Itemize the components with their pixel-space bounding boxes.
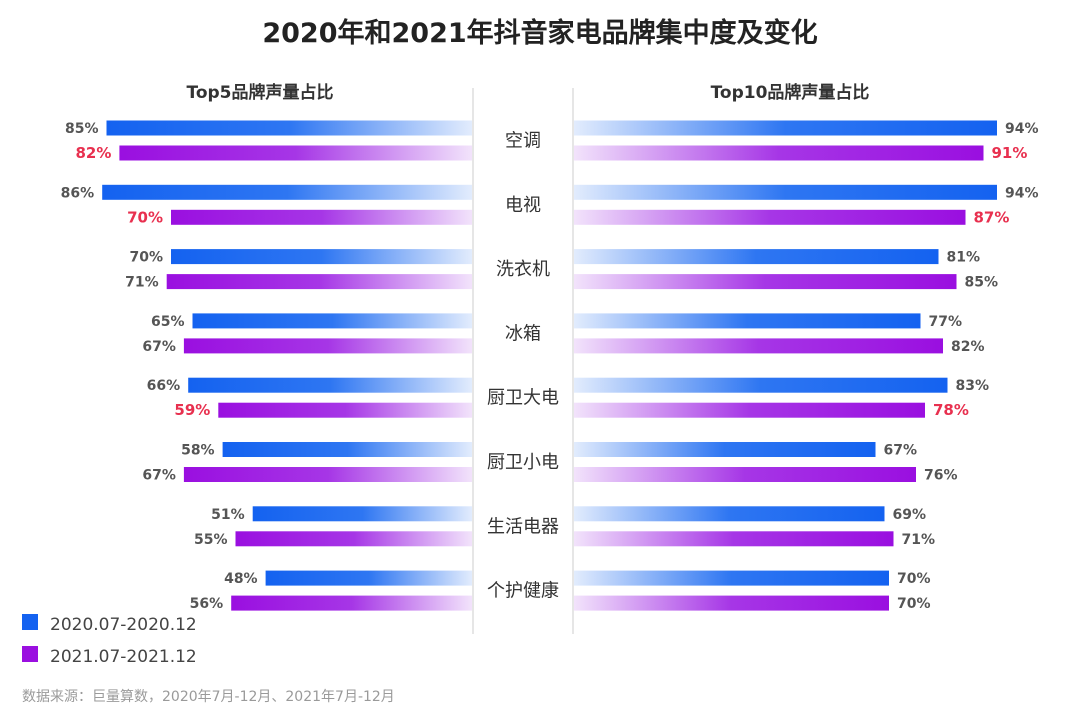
- bar-top10-2020: [574, 249, 939, 265]
- bar-top5-2020: [222, 442, 472, 457]
- value-label-top10: 69%: [893, 507, 927, 523]
- value-label-top5: 48%: [224, 571, 258, 587]
- bar-top5-2020: [265, 570, 472, 586]
- bar-top10-2020: [574, 506, 885, 522]
- value-label-top5: 86%: [61, 185, 95, 201]
- value-label-top10: 81%: [947, 250, 981, 266]
- value-label-top5: 51%: [211, 507, 245, 523]
- value-label-top10: 87%: [974, 208, 1010, 226]
- bar-top10-2021: [574, 274, 957, 290]
- bar-top5-2021: [119, 145, 473, 161]
- value-label-top5: 58%: [181, 443, 215, 459]
- category-label: 生活电器: [487, 516, 559, 537]
- value-label-top10: 83%: [956, 378, 990, 394]
- bar-top5-2021: [183, 338, 472, 354]
- value-label-top10: 91%: [992, 144, 1028, 162]
- value-label-top10: 71%: [902, 532, 936, 548]
- source-note: 数据来源：巨量算数，2020年7月-12月、2021年7月-12月: [22, 689, 395, 705]
- value-label-top5: 65%: [151, 314, 185, 330]
- value-label-top5: 67%: [142, 339, 176, 355]
- value-label-top5: 70%: [127, 208, 163, 226]
- chart-title: 2020年和2021年抖音家电品牌集中度及变化: [262, 17, 817, 49]
- value-label-top10: 94%: [1005, 185, 1039, 201]
- bar-top5-2021: [166, 274, 472, 290]
- legend-label-2021: 2021.07-2021.12: [50, 647, 197, 667]
- value-label-top5: 67%: [142, 468, 176, 484]
- category-label: 冰箱: [505, 323, 541, 344]
- value-label-top10: 85%: [965, 275, 999, 291]
- value-label-top10: 67%: [884, 443, 918, 459]
- value-label-top10: 82%: [951, 339, 985, 355]
- bar-top5-2020: [106, 120, 472, 136]
- bar-top10-2021: [574, 595, 889, 611]
- bar-top5-2020: [102, 184, 472, 200]
- value-label-top5: 70%: [129, 250, 163, 266]
- bar-top5-2020: [171, 249, 472, 265]
- value-label-top5: 85%: [65, 121, 99, 137]
- value-label-top10: 77%: [929, 314, 963, 330]
- bar-top5-2021: [235, 531, 472, 547]
- category-label: 厨卫大电: [487, 388, 559, 409]
- bar-top10-2021: [574, 467, 916, 482]
- right-panel-title: Top10品牌声量占比: [711, 82, 870, 103]
- bar-top10-2021: [574, 402, 925, 418]
- category-label: 洗衣机: [496, 259, 550, 280]
- category-label: 电视: [505, 195, 541, 216]
- bar-top10-2020: [574, 313, 921, 329]
- value-label-top5: 55%: [194, 532, 228, 548]
- value-label-top5: 82%: [75, 144, 111, 162]
- left-panel-title: Top5品牌声量占比: [186, 82, 333, 103]
- value-labels: 85% 94% 82% 91% 86% 94% 70% 87% 70% 81% 71% 85% 65% 7…: [61, 121, 1039, 612]
- bar-top10-2021: [574, 531, 894, 547]
- category-label: 空调: [505, 131, 541, 152]
- value-label-top5: 71%: [125, 275, 159, 291]
- bar-top10-2021: [574, 209, 966, 225]
- bar-top5-2020: [192, 313, 472, 329]
- value-label-top10: 78%: [933, 401, 969, 419]
- value-label-top5: 56%: [190, 596, 224, 612]
- value-label-top10: 76%: [924, 468, 958, 484]
- bar-top5-2021: [231, 595, 472, 611]
- legend-swatch-2021: [22, 646, 38, 662]
- value-label-top5: 59%: [174, 401, 210, 419]
- value-label-top10: 94%: [1005, 121, 1039, 137]
- bar-top10-2021: [574, 338, 943, 354]
- legend-swatch-2020: [22, 614, 38, 630]
- bars-group: [102, 120, 997, 611]
- bar-top10-2020: [574, 120, 997, 136]
- bar-top10-2020: [574, 442, 876, 457]
- category-label: 个护健康: [487, 581, 559, 602]
- value-label-top10: 70%: [897, 571, 931, 587]
- bar-top10-2021: [574, 145, 984, 161]
- value-label-top10: 70%: [897, 596, 931, 612]
- bar-top5-2021: [218, 402, 472, 418]
- bar-top5-2020: [252, 506, 472, 522]
- bar-top5-2021: [183, 467, 472, 482]
- legend-label-2020: 2020.07-2020.12: [50, 615, 197, 635]
- bar-top10-2020: [574, 184, 997, 200]
- bar-top10-2020: [574, 377, 948, 393]
- value-label-top5: 66%: [147, 378, 181, 394]
- bar-top10-2020: [574, 570, 889, 586]
- category-label: 厨卫小电: [487, 452, 559, 473]
- bar-top5-2021: [171, 209, 472, 225]
- bar-top5-2020: [188, 377, 472, 393]
- legend: 2020.07-2020.12 2021.07-2021.12: [22, 614, 197, 667]
